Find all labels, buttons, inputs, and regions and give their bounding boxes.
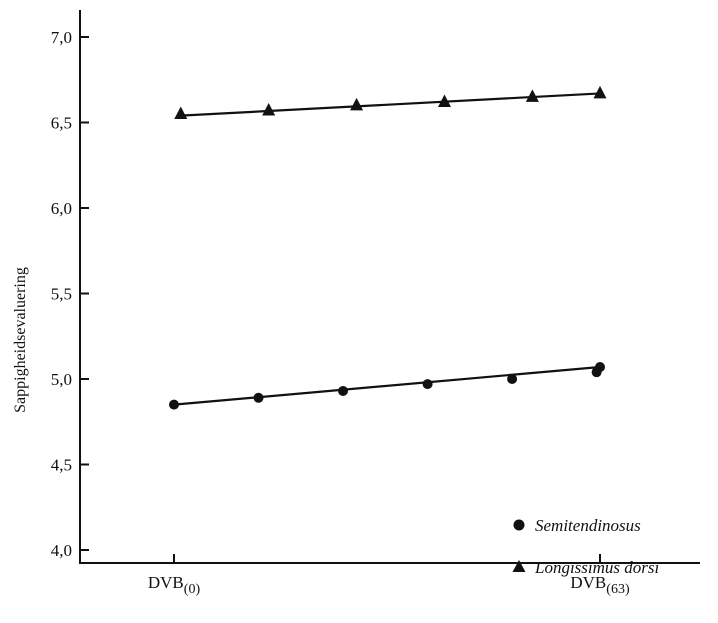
- data-point-semitendinosus: [253, 392, 264, 403]
- fit-line-longissimus-dorsi: [180, 92, 601, 117]
- data-point-semitendinosus: [507, 374, 518, 384]
- y-tick-label: 5,5: [51, 285, 72, 304]
- legend-label-longissimus-dorsi: Longissimus dorsi: [534, 558, 660, 577]
- y-ticks: 4,0 4,5 5,0 5,5 6,0 6,5 7,0: [51, 28, 89, 560]
- legend-marker-longissimus-dorsi: [512, 560, 526, 572]
- data-point-semitendinosus: [338, 385, 349, 396]
- data-point-semitendinosus: [169, 399, 179, 410]
- legend-marker-semitendinosus: [513, 519, 525, 531]
- x-tick-label: DVB(63): [570, 573, 630, 597]
- fit-line-semitendinosus: [173, 365, 601, 406]
- data-point-semitendinosus: [595, 362, 605, 373]
- axes: [79, 10, 700, 564]
- data-point-longissimus-dorsi: [525, 89, 539, 102]
- x-tick-label: DVB(0): [148, 573, 201, 597]
- y-tick-label: 7,0: [51, 28, 72, 47]
- series-semitendinosus: [169, 362, 605, 410]
- data-point-longissimus-dorsi: [174, 106, 188, 119]
- data-point-longissimus-dorsi: [262, 103, 276, 116]
- y-tick-label: 6,0: [51, 199, 72, 218]
- data-point-longissimus-dorsi: [437, 94, 451, 107]
- series-longissimus-dorsi: [174, 85, 607, 119]
- x-ticks: DVB(0) DVB(63): [148, 554, 630, 597]
- y-tick-label: 4,0: [51, 541, 72, 560]
- y-tick-label: 5,0: [51, 370, 72, 389]
- data-point-longissimus-dorsi: [350, 97, 364, 111]
- legend: Semitendinosus Longissimus dorsi: [512, 516, 660, 577]
- y-tick-label: 4,5: [51, 456, 72, 475]
- legend-label-semitendinosus: Semitendinosus: [535, 516, 641, 535]
- series-layer: [169, 85, 607, 410]
- y-tick-label: 6,5: [51, 114, 72, 133]
- data-point-semitendinosus: [422, 379, 433, 390]
- data-point-longissimus-dorsi: [593, 85, 607, 99]
- y-axis-title: Sappigheidsevaluering: [12, 267, 29, 413]
